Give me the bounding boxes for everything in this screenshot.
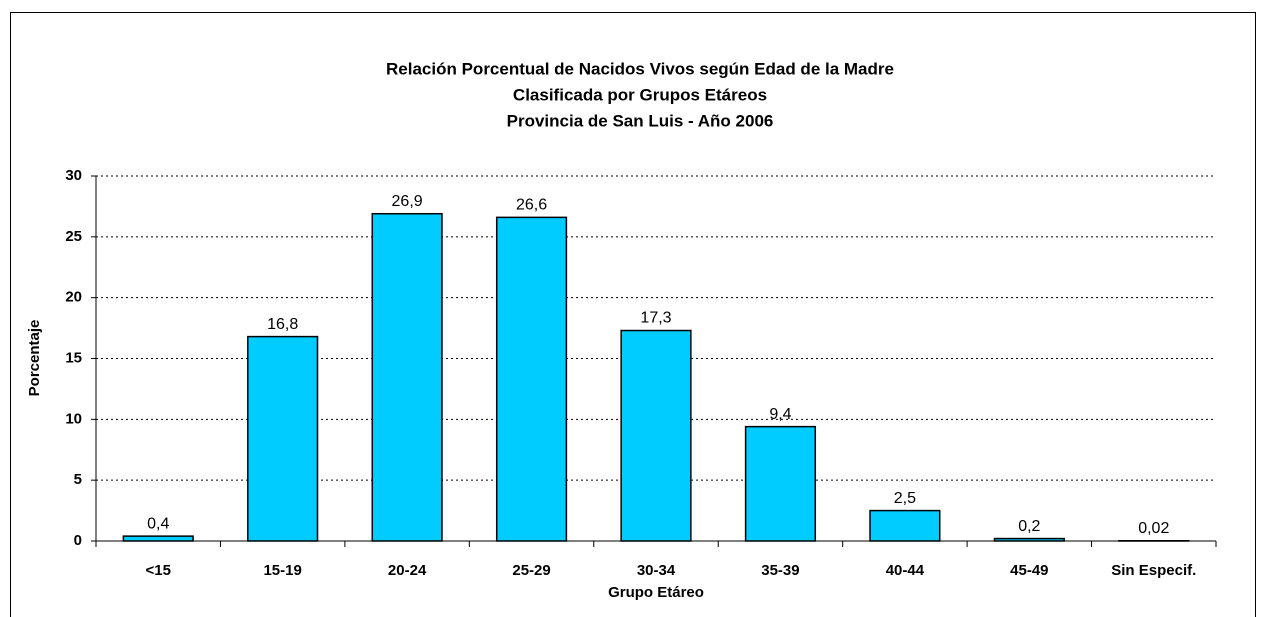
x-tick-label: <15	[145, 562, 170, 579]
bar	[122, 535, 194, 542]
x-tick-label: 35-39	[761, 562, 799, 579]
value-label: 16,8	[267, 316, 298, 333]
value-label: 9,4	[769, 406, 791, 423]
x-tick-label: 25-29	[512, 562, 550, 579]
x-tick-label: 40-44	[886, 562, 925, 579]
bar	[744, 425, 817, 542]
value-label: 0,4	[147, 515, 169, 532]
y-tick-label: 10	[65, 410, 82, 427]
x-tick-label: Sin Especif.	[1111, 562, 1196, 579]
value-label: 26,9	[392, 193, 423, 210]
chart-title: Provincia de San Luis - Año 2006	[507, 111, 774, 130]
y-tick-label: 5	[74, 471, 82, 488]
value-label: 2,5	[894, 490, 916, 507]
y-axis-title: Porcentaje	[26, 320, 43, 397]
value-label: 0,2	[1018, 518, 1040, 535]
value-label: 26,6	[516, 197, 547, 214]
y-tick-label: 25	[65, 228, 82, 245]
bar	[371, 212, 443, 542]
bar	[620, 329, 692, 542]
chart-title: Relación Porcentual de Nacidos Vivos seg…	[386, 59, 894, 78]
bar	[247, 335, 319, 542]
value-label: 0,02	[1138, 520, 1169, 537]
x-tick-label: 15-19	[263, 562, 301, 579]
bar	[869, 509, 941, 542]
y-tick-label: 0	[74, 532, 82, 549]
x-axis-title: Grupo Etáreo	[608, 584, 704, 601]
value-label: 17,3	[640, 310, 671, 327]
x-tick-label: 30-34	[637, 562, 676, 579]
chart-title: Clasificada por Grupos Etáreos	[513, 85, 767, 104]
y-tick-label: 30	[65, 167, 82, 184]
bar	[993, 537, 1065, 542]
y-tick-label: 15	[65, 349, 82, 366]
x-tick-label: 45-49	[1010, 562, 1048, 579]
x-tick-label: 20-24	[388, 562, 427, 579]
bar	[495, 216, 568, 542]
y-tick-label: 20	[65, 289, 82, 306]
